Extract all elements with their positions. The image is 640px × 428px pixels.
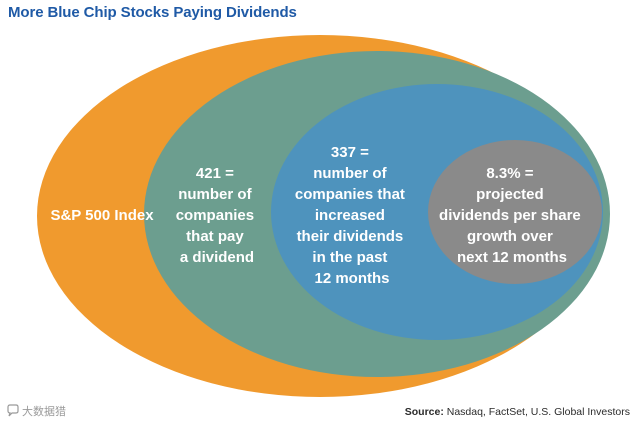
dividend-payers-line: that pay <box>186 228 244 245</box>
growth-line: projected <box>476 186 544 203</box>
watermark-text: 大数据猎 <box>22 405 66 418</box>
dividend-increasers-line: companies that <box>295 186 405 203</box>
dividend-increasers-line: 12 months <box>314 270 389 287</box>
dividend-payers-line: 421 = <box>196 165 234 182</box>
dividend-increasers-line: in the past <box>312 249 387 266</box>
growth-line: next 12 months <box>457 249 567 266</box>
dividend-increasers-line: number of <box>313 165 387 182</box>
chat-bubble-icon <box>7 404 19 417</box>
sp500-label: S&P 500 Index <box>50 207 154 224</box>
dividend-increasers-line: increased <box>315 207 385 224</box>
dividend-payers-line: companies <box>176 207 254 224</box>
source-note: Source: Nasdaq, FactSet, U.S. Global Inv… <box>405 406 630 418</box>
source-lead: Source: <box>404 406 444 418</box>
growth-label: 8.3% = projected dividends per share gro… <box>439 165 585 266</box>
dividend-increasers-line: 337 = <box>331 144 369 161</box>
source-text: Nasdaq, FactSet, U.S. Global Investors <box>443 406 630 418</box>
dividend-increasers-label: 337 = number of companies that increased… <box>295 144 409 287</box>
dividend-increasers-line: their dividends <box>297 228 404 245</box>
dividend-payers-line: number of <box>178 186 252 203</box>
dividend-payers-line: a dividend <box>180 249 254 266</box>
growth-ellipse <box>428 140 602 284</box>
growth-line: 8.3% = <box>486 165 533 182</box>
page-title: More Blue Chip Stocks Paying Dividends <box>8 4 297 21</box>
growth-line: dividends per share <box>439 207 581 224</box>
growth-line: growth over <box>467 228 553 245</box>
dividend-payers-label: 421 = number of companies that pay a div… <box>176 165 259 266</box>
watermark: 大数据猎 <box>6 403 66 419</box>
